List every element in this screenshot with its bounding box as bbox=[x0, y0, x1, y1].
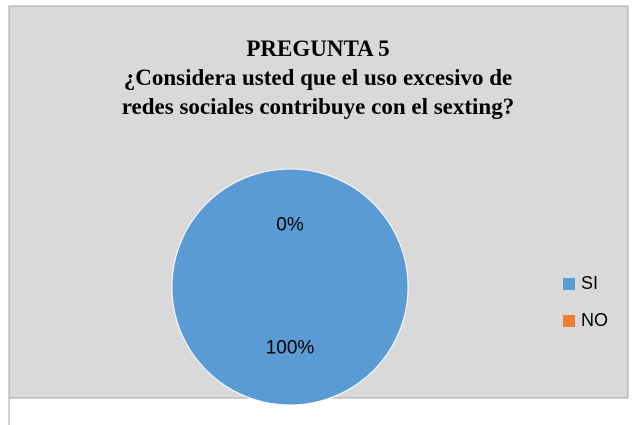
legend-swatch bbox=[563, 278, 575, 290]
chart-title: PREGUNTA 5 bbox=[246, 36, 389, 61]
pie-slice bbox=[171, 168, 409, 406]
data-label: 0% bbox=[276, 215, 304, 236]
legend-label: SI bbox=[581, 273, 598, 293]
data-label: 100% bbox=[266, 337, 315, 358]
chart-title: ¿Considera usted que el uso excesivo de bbox=[124, 65, 512, 90]
chart-title: redes sociales contribuye con el sexting… bbox=[122, 94, 514, 119]
legend-swatch bbox=[563, 315, 575, 327]
legend-label: NO bbox=[581, 310, 608, 330]
